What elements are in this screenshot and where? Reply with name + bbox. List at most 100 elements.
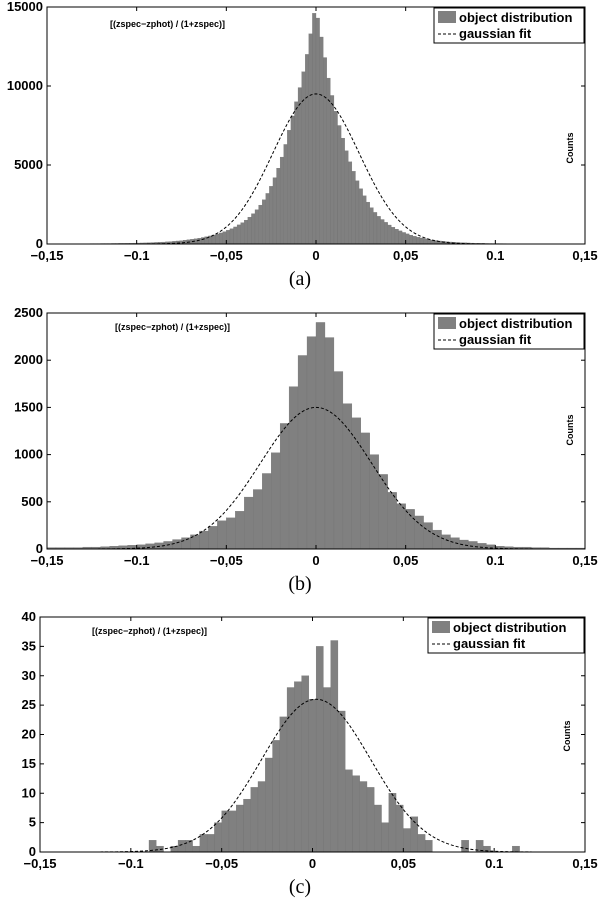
histogram-bar xyxy=(359,781,368,853)
histogram-bar xyxy=(305,54,309,245)
histogram-bar xyxy=(244,219,249,245)
histogram-bar xyxy=(441,534,451,550)
histogram-bar xyxy=(427,239,431,245)
histogram-bar xyxy=(366,787,375,853)
histogram-bar xyxy=(326,77,331,245)
histogram-bar xyxy=(401,232,406,245)
histogram-bar xyxy=(271,452,281,550)
y-axis-label: Counts xyxy=(565,415,575,446)
histogram-bar xyxy=(276,168,281,245)
histogram-bar xyxy=(396,503,406,550)
histogram-bar xyxy=(345,769,353,853)
chart-title: [(zspec−zphot) / (1+zspec)] xyxy=(92,626,207,636)
histogram-bar xyxy=(355,180,360,245)
y-tick-label: 2500 xyxy=(14,305,43,320)
histogram-bar xyxy=(199,530,209,550)
histogram-bar xyxy=(351,171,356,245)
histogram-bar xyxy=(337,125,342,245)
caption-c: (c) xyxy=(288,876,312,898)
caption-a: (a) xyxy=(288,268,312,290)
histogram-bar xyxy=(315,322,326,550)
histogram-bar xyxy=(236,804,244,853)
histogram-bar xyxy=(262,473,272,550)
histogram-bar xyxy=(383,222,388,245)
histogram-bar xyxy=(253,489,263,550)
histogram-bar xyxy=(512,845,520,853)
y-tick-label: 10000 xyxy=(7,78,43,93)
x-tick-label: −0,15 xyxy=(24,856,57,871)
x-tick-label: 0,05 xyxy=(393,553,418,568)
y-tick-label: 25 xyxy=(22,697,36,712)
y-tick-label: 1000 xyxy=(14,447,43,462)
histogram-bar xyxy=(373,212,378,245)
x-tick-label: 0,15 xyxy=(572,553,597,568)
histogram-bar xyxy=(226,517,236,550)
legend-box xyxy=(427,617,585,654)
histogram-bar xyxy=(222,231,227,245)
histogram-bar xyxy=(250,787,259,853)
histogram-bar xyxy=(265,757,273,853)
histogram-bar xyxy=(344,150,349,245)
histogram-bar xyxy=(340,137,345,245)
histogram-bar xyxy=(208,526,218,550)
y-tick-label: 35 xyxy=(22,638,36,653)
histogram-bar xyxy=(214,822,222,853)
histogram-bar xyxy=(244,496,254,550)
histogram-bar xyxy=(219,232,223,245)
histogram-bar xyxy=(398,230,403,245)
histogram-bar xyxy=(279,156,284,245)
x-tick-label: 0.1 xyxy=(485,856,503,871)
chart-c: 0 5 10 15 20 25 30 35 40 −0,15 −0.1 −0,05 0 0,05 0.1 0,… xyxy=(22,609,598,871)
histogram-bar xyxy=(423,522,433,550)
histogram-bar xyxy=(414,515,424,550)
histogram-bar xyxy=(199,834,208,853)
histogram-bar xyxy=(217,520,227,550)
legend-box xyxy=(433,7,585,44)
histogram-bar xyxy=(315,646,324,853)
histogram-bar xyxy=(286,687,295,853)
histogram-bar xyxy=(233,226,238,245)
x-tick-label: −0.1 xyxy=(124,553,150,568)
histogram-bar xyxy=(297,355,308,550)
histogram-bar xyxy=(432,529,442,550)
y-tick-label: 10 xyxy=(22,785,36,800)
histogram-bar xyxy=(412,236,417,245)
histogram-bar xyxy=(378,474,388,550)
histogram-bar xyxy=(247,216,252,245)
histogram-bar xyxy=(323,687,331,853)
histogram-bar xyxy=(287,130,292,245)
caption-b: (b) xyxy=(288,573,312,595)
histogram-bar xyxy=(236,224,241,245)
x-tick-label: −0,05 xyxy=(205,856,238,871)
legend-label-distribution: object distribution xyxy=(453,620,566,635)
x-tick-label: 0 xyxy=(309,856,316,871)
histogram-bar xyxy=(409,235,413,245)
histogram-bar xyxy=(380,219,385,245)
histogram-bar xyxy=(290,115,295,245)
histogram-bar xyxy=(254,209,259,245)
y-tick-label: 1500 xyxy=(14,399,43,414)
histogram-bar xyxy=(306,336,317,550)
histogram-bar xyxy=(272,740,280,853)
histogram-bar xyxy=(301,71,306,245)
histogram-bar xyxy=(330,640,339,853)
histogram-bar xyxy=(395,804,404,853)
histogram-bar xyxy=(388,793,397,853)
y-axis-label: Counts xyxy=(565,133,575,164)
chart-title: [(zspec−zphot) / (1+zspec)] xyxy=(110,19,225,29)
histogram-bar xyxy=(376,216,381,245)
chart-title: [(zspec−zphot) / (1+zspec)] xyxy=(115,322,230,332)
histogram-bar xyxy=(333,371,344,550)
histogram-bar xyxy=(308,33,313,245)
histogram-bar xyxy=(351,417,361,550)
y-tick-label: 500 xyxy=(21,494,43,509)
x-tick-label: 0,15 xyxy=(572,856,597,871)
x-tick-label: −0,15 xyxy=(31,248,64,263)
histogram-bar xyxy=(294,101,299,245)
y-tick-label: 15 xyxy=(22,756,36,771)
histogram-bar xyxy=(262,199,266,245)
histogram-bar xyxy=(228,810,237,853)
histogram-bar xyxy=(330,95,335,245)
histogram-bar xyxy=(342,403,353,550)
